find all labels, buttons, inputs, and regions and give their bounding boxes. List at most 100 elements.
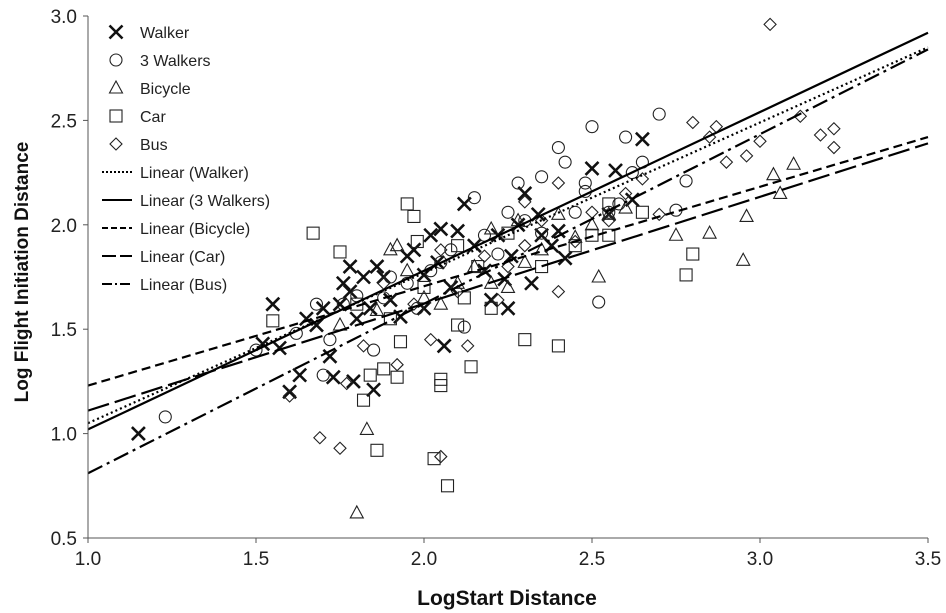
legend: Walker 3 Walkers Bicycle Car Bus Linear (Walk… <box>102 25 270 294</box>
data-point-x <box>293 369 306 382</box>
data-point-circle <box>653 108 665 120</box>
legend-label: Bicycle <box>140 81 191 98</box>
data-point-triangle <box>592 270 605 282</box>
data-point-x <box>266 298 279 311</box>
data-point-square <box>401 198 413 210</box>
data-point-circle <box>536 171 548 183</box>
data-point-x <box>344 285 357 298</box>
data-point-square <box>465 361 477 373</box>
data-point-x <box>283 385 296 398</box>
data-point-x <box>317 302 330 315</box>
data-point-diamond <box>828 142 840 154</box>
data-point-circle <box>536 227 548 239</box>
x-tick-label: 1.5 <box>243 549 269 570</box>
data-point-diamond <box>720 156 732 168</box>
data-point-circle <box>559 156 571 168</box>
y-tick-label: 2.5 <box>51 111 77 132</box>
data-point-x <box>132 427 145 440</box>
data-point-circle <box>620 131 632 143</box>
legend-label: Walker <box>140 25 190 42</box>
data-point-circle <box>569 206 581 218</box>
data-point-diamond <box>462 340 474 352</box>
data-point-diamond <box>814 129 826 141</box>
legend-label: Linear (Bicycle) <box>140 221 250 238</box>
data-point-square <box>394 336 406 348</box>
data-point-x <box>344 260 357 273</box>
data-point-diamond <box>764 18 776 30</box>
data-point-circle <box>159 411 171 423</box>
data-point-triangle <box>703 226 716 238</box>
data-point-x <box>609 164 622 177</box>
x-axis-label: LogStart Distance <box>417 587 597 610</box>
data-point-diamond <box>741 150 753 162</box>
y-tick-label: 1.5 <box>51 320 77 341</box>
data-point-circle <box>593 296 605 308</box>
data-point-diamond <box>391 359 403 371</box>
data-point-x <box>357 271 370 284</box>
x-tick-label: 2.5 <box>579 549 605 570</box>
data-point-triangle <box>740 209 753 221</box>
data-point-circle <box>680 175 692 187</box>
data-point-square <box>442 480 454 492</box>
data-point-square <box>687 248 699 260</box>
data-point-square <box>452 240 464 252</box>
data-point-x <box>451 225 464 238</box>
y-tick-label: 1.0 <box>51 425 77 446</box>
data-point-square <box>452 319 464 331</box>
data-point-circle <box>586 121 598 133</box>
data-point-triangle <box>670 228 683 240</box>
data-point-x <box>502 302 515 315</box>
legend-marker-square <box>110 110 122 122</box>
data-point-triangle <box>787 157 800 169</box>
legend-label: Linear (3 Walkers) <box>140 193 270 210</box>
data-point-square <box>378 363 390 375</box>
legend-label: Bus <box>140 137 168 154</box>
data-point-square <box>519 334 531 346</box>
data-point-diamond <box>552 286 564 298</box>
data-point-circle <box>324 334 336 346</box>
data-point-diamond <box>314 432 326 444</box>
data-point-square <box>364 369 376 381</box>
data-point-x <box>407 243 420 256</box>
data-point-diamond <box>425 334 437 346</box>
legend-label: Linear (Car) <box>140 249 225 266</box>
data-point-square <box>680 269 692 281</box>
legend-marker-x <box>110 26 123 39</box>
data-point-triangle <box>350 506 363 518</box>
data-point-x <box>438 339 451 352</box>
data-point-square <box>536 261 548 273</box>
data-point-circle <box>317 369 329 381</box>
data-point-circle <box>384 271 396 283</box>
data-point-circle <box>492 248 504 260</box>
x-tick-label: 1.0 <box>75 549 101 570</box>
data-point-square <box>307 227 319 239</box>
y-axis-label: Log Flight Initiation Distance <box>12 142 33 403</box>
data-point-diamond <box>586 206 598 218</box>
legend-marker-diamond <box>110 138 122 150</box>
data-point-triangle <box>384 243 397 255</box>
data-point-triangle <box>401 264 414 276</box>
data-point-square <box>408 210 420 222</box>
legend-label: Car <box>140 109 166 126</box>
data-point-square <box>458 292 470 304</box>
data-point-triangle <box>360 422 373 434</box>
y-tick-label: 3.0 <box>51 7 77 28</box>
legend-marker-triangle <box>110 81 123 93</box>
x-tick-label: 2.0 <box>411 549 437 570</box>
data-point-circle <box>552 142 564 154</box>
data-point-square <box>636 206 648 218</box>
legend-marker-circle <box>110 54 122 66</box>
data-point-x <box>636 133 649 146</box>
data-point-square <box>267 315 279 327</box>
data-point-x <box>586 162 599 175</box>
legend-label: Linear (Bus) <box>140 277 227 294</box>
data-point-diamond <box>687 116 699 128</box>
data-point-square <box>371 444 383 456</box>
data-point-x <box>525 277 538 290</box>
x-tick-label: 3.5 <box>915 549 941 570</box>
data-point-square <box>334 246 346 258</box>
data-point-square <box>552 340 564 352</box>
y-tick-label: 0.5 <box>51 529 77 550</box>
data-point-square <box>428 453 440 465</box>
